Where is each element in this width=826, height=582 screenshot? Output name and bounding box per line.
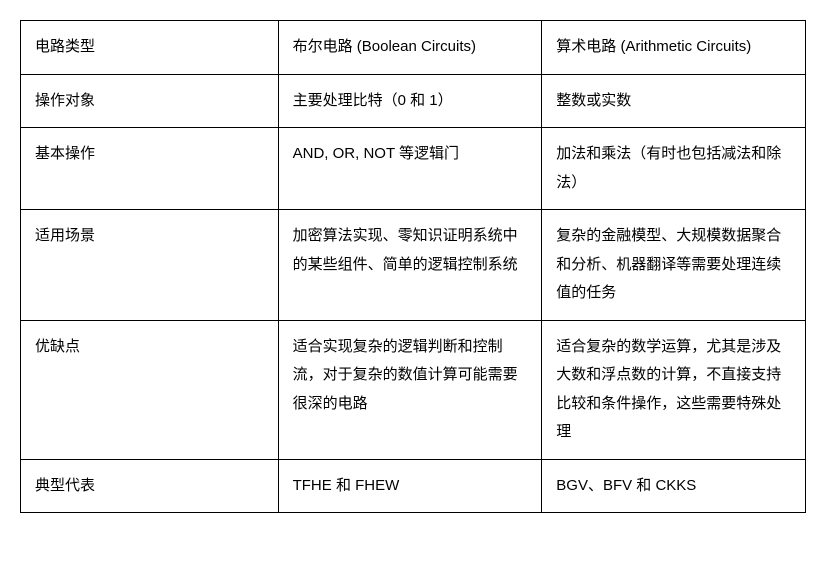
table-row: 操作对象 主要处理比特（0 和 1） 整数或实数 — [21, 74, 806, 128]
cell-arithmetic: 复杂的金融模型、大规模数据聚合和分析、机器翻译等需要处理连续值的任务 — [542, 210, 806, 321]
cell-category: 操作对象 — [21, 74, 279, 128]
table-row: 适用场景 加密算法实现、零知识证明系统中的某些组件、简单的逻辑控制系统 复杂的金… — [21, 210, 806, 321]
table-row: 典型代表 TFHE 和 FHEW BGV、BFV 和 CKKS — [21, 459, 806, 513]
cell-arithmetic: 适合复杂的数学运算，尤其是涉及大数和浮点数的计算，不直接支持比较和条件操作，这些… — [542, 320, 806, 459]
cell-category: 适用场景 — [21, 210, 279, 321]
cell-arithmetic: 整数或实数 — [542, 74, 806, 128]
cell-category: 基本操作 — [21, 128, 279, 210]
cell-category: 典型代表 — [21, 459, 279, 513]
table-row: 电路类型 布尔电路 (Boolean Circuits) 算术电路 (Arith… — [21, 21, 806, 75]
cell-boolean: 加密算法实现、零知识证明系统中的某些组件、简单的逻辑控制系统 — [278, 210, 542, 321]
cell-arithmetic: 加法和乘法（有时也包括减法和除法） — [542, 128, 806, 210]
cell-arithmetic: BGV、BFV 和 CKKS — [542, 459, 806, 513]
cell-arithmetic: 算术电路 (Arithmetic Circuits) — [542, 21, 806, 75]
cell-boolean: 布尔电路 (Boolean Circuits) — [278, 21, 542, 75]
table-row: 基本操作 AND, OR, NOT 等逻辑门 加法和乘法（有时也包括减法和除法） — [21, 128, 806, 210]
cell-category: 电路类型 — [21, 21, 279, 75]
comparison-table: 电路类型 布尔电路 (Boolean Circuits) 算术电路 (Arith… — [20, 20, 806, 513]
cell-boolean: TFHE 和 FHEW — [278, 459, 542, 513]
cell-boolean: AND, OR, NOT 等逻辑门 — [278, 128, 542, 210]
cell-boolean: 主要处理比特（0 和 1） — [278, 74, 542, 128]
table-row: 优缺点 适合实现复杂的逻辑判断和控制流，对于复杂的数值计算可能需要很深的电路 适… — [21, 320, 806, 459]
table-body: 电路类型 布尔电路 (Boolean Circuits) 算术电路 (Arith… — [21, 21, 806, 513]
cell-category: 优缺点 — [21, 320, 279, 459]
cell-boolean: 适合实现复杂的逻辑判断和控制流，对于复杂的数值计算可能需要很深的电路 — [278, 320, 542, 459]
